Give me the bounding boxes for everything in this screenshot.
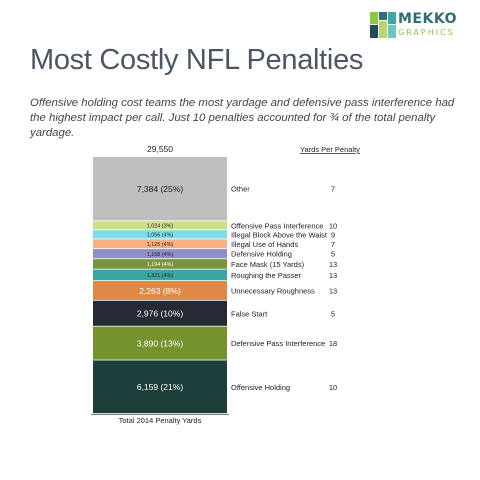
yards-per-penalty-value: 9 <box>331 230 335 239</box>
segment-value-label: 1,125 (4%) <box>147 242 174 248</box>
segment-name-label: Illegal Block Above the Waist <box>231 230 328 239</box>
segment-name-label: Defensive Holding <box>231 250 292 259</box>
bar-segment <box>93 230 227 239</box>
yards-per-penalty-value: 10 <box>329 221 337 230</box>
bar-segment <box>93 360 227 414</box>
logo-square <box>379 21 387 38</box>
segment-name-label: Defensive Pass Interference <box>231 339 325 348</box>
segment-value-label: 1,321 (4%) <box>147 273 174 279</box>
segment-value-label: 1,056 (4%) <box>147 233 174 239</box>
yards-per-penalty-value: 13 <box>329 260 337 269</box>
logo-mark-icon <box>370 12 396 38</box>
yards-per-penalty-header: Yards Per Penalty <box>300 145 360 154</box>
bar-segment <box>93 157 227 221</box>
mekko-graphics-logo: MEKKO GRAPHICS <box>370 12 470 40</box>
logo-square <box>370 25 378 38</box>
logo-square <box>388 25 396 38</box>
page-subtitle: Offensive holding cost teams the most ya… <box>30 97 455 139</box>
logo-square <box>370 12 378 24</box>
segment-value-label: 1,024 (3%) <box>147 224 174 230</box>
logo-square <box>388 12 396 24</box>
segment-name-label: Unnecessary Roughness <box>231 286 315 295</box>
segment-name-label: Face Mask (15 Yards) <box>231 260 305 269</box>
segment-value-label: 2,976 (10%) <box>137 309 183 319</box>
segment-name-label: Offensive Holding <box>231 383 290 392</box>
bar-segment <box>93 326 227 360</box>
segment-name-label: False Start <box>231 309 268 318</box>
segment-value-label: 6,159 (21%) <box>137 382 183 392</box>
yards-per-penalty-value: 5 <box>331 309 335 318</box>
total-label: 29,550 <box>147 144 173 154</box>
logo-brand-text: MEKKO <box>398 11 457 27</box>
bar-segment <box>93 269 227 281</box>
segment-name-label: Offensive Pass Interference <box>231 221 323 230</box>
page-title: Most Costly NFL Penalties <box>30 44 364 76</box>
segment-value-label: 1,194 (4%) <box>147 262 174 268</box>
yards-per-penalty-value: 13 <box>329 271 337 280</box>
segment-value-label: 3,890 (13%) <box>137 338 183 348</box>
segment-value-label: 7,384 (25%) <box>137 184 183 194</box>
x-axis-label: Total 2014 Penalty Yards <box>119 416 202 425</box>
bar-segment <box>93 239 227 249</box>
bar-segment <box>93 259 227 269</box>
yards-per-penalty-value: 13 <box>329 286 337 295</box>
segment-value-label: 1,158 (4%) <box>147 252 174 258</box>
yards-per-penalty-value: 5 <box>331 250 335 259</box>
yards-per-penalty-value: 18 <box>329 339 337 348</box>
segment-name-label: Other <box>231 185 250 194</box>
logo-sub-text: GRAPHICS <box>398 28 455 37</box>
bar-segment <box>93 300 227 326</box>
yards-per-penalty-value: 10 <box>329 383 337 392</box>
segment-name-label: Roughing the Passer <box>231 271 302 280</box>
bar-segment <box>93 281 227 300</box>
segment-value-label: 2,263 (8%) <box>139 286 181 296</box>
yards-per-penalty-value: 7 <box>331 240 335 249</box>
bar-segment <box>93 249 227 259</box>
segment-name-label: Illegal Use of Hands <box>231 240 298 249</box>
yards-per-penalty-value: 7 <box>331 185 335 194</box>
bar-segment <box>93 221 227 230</box>
logo-square <box>379 12 387 20</box>
